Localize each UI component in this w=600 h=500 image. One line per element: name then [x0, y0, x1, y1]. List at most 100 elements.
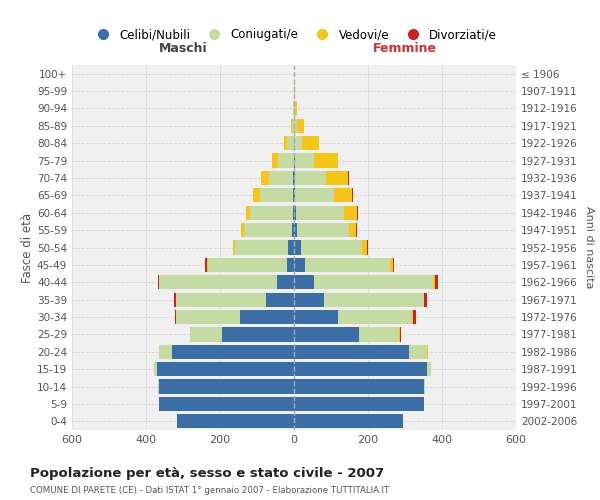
- Bar: [294, 206, 296, 220]
- Bar: [172, 344, 294, 359]
- Bar: [287, 136, 294, 150]
- Bar: [159, 397, 294, 411]
- Bar: [235, 240, 289, 254]
- Bar: [272, 154, 278, 168]
- Bar: [292, 223, 294, 237]
- Bar: [157, 362, 294, 376]
- Bar: [289, 240, 294, 254]
- Bar: [269, 171, 293, 185]
- Bar: [294, 258, 305, 272]
- Bar: [287, 258, 294, 272]
- Bar: [294, 310, 338, 324]
- Bar: [294, 118, 297, 133]
- Bar: [294, 328, 359, 342]
- Bar: [296, 206, 344, 220]
- Bar: [295, 102, 297, 116]
- Bar: [323, 292, 424, 307]
- Bar: [174, 292, 176, 307]
- Bar: [314, 154, 338, 168]
- Bar: [400, 328, 401, 342]
- Bar: [294, 223, 297, 237]
- Bar: [261, 171, 269, 185]
- Bar: [277, 275, 294, 289]
- Bar: [314, 275, 433, 289]
- Bar: [338, 310, 412, 324]
- Bar: [250, 206, 293, 220]
- Bar: [326, 171, 349, 185]
- Bar: [301, 240, 362, 254]
- Bar: [293, 171, 294, 185]
- Bar: [154, 362, 157, 376]
- Legend: Celibi/Nubili, Coniugati/e, Vedovi/e, Divorziati/e: Celibi/Nubili, Coniugati/e, Vedovi/e, Di…: [86, 24, 502, 46]
- Bar: [294, 397, 424, 411]
- Bar: [233, 240, 235, 254]
- Bar: [294, 188, 295, 202]
- Bar: [158, 380, 159, 394]
- Bar: [424, 380, 425, 394]
- Bar: [278, 154, 294, 168]
- Bar: [294, 240, 301, 254]
- Bar: [297, 118, 304, 133]
- Bar: [294, 171, 295, 185]
- Bar: [260, 188, 293, 202]
- Bar: [266, 292, 294, 307]
- Bar: [253, 188, 260, 202]
- Bar: [208, 258, 287, 272]
- Bar: [305, 258, 390, 272]
- Bar: [427, 362, 431, 376]
- Bar: [159, 275, 277, 289]
- Text: Popolazione per età, sesso e stato civile - 2007: Popolazione per età, sesso e stato civil…: [30, 468, 384, 480]
- Bar: [241, 310, 294, 324]
- Bar: [293, 206, 294, 220]
- Bar: [433, 275, 434, 289]
- Bar: [294, 414, 403, 428]
- Bar: [159, 380, 294, 394]
- Bar: [357, 206, 358, 220]
- Bar: [413, 310, 416, 324]
- Bar: [294, 154, 295, 168]
- Bar: [207, 258, 208, 272]
- Bar: [222, 328, 294, 342]
- Bar: [294, 136, 302, 150]
- Text: Femmine: Femmine: [373, 42, 437, 54]
- Text: COMUNE DI PARETE (CE) - Dati ISTAT 1° gennaio 2007 - Elaborazione TUTTITALIA.IT: COMUNE DI PARETE (CE) - Dati ISTAT 1° ge…: [30, 486, 389, 495]
- Bar: [362, 240, 367, 254]
- Bar: [292, 118, 294, 133]
- Y-axis label: Anni di nascita: Anni di nascita: [584, 206, 594, 289]
- Bar: [294, 102, 295, 116]
- Bar: [294, 380, 424, 394]
- Bar: [241, 223, 244, 237]
- Bar: [176, 292, 266, 307]
- Bar: [409, 344, 427, 359]
- Bar: [205, 258, 207, 272]
- Bar: [175, 310, 176, 324]
- Bar: [434, 275, 437, 289]
- Bar: [412, 310, 413, 324]
- Bar: [190, 328, 222, 342]
- Bar: [295, 154, 314, 168]
- Bar: [176, 310, 241, 324]
- Bar: [334, 188, 352, 202]
- Bar: [393, 258, 394, 272]
- Bar: [293, 102, 294, 116]
- Bar: [294, 275, 314, 289]
- Bar: [284, 136, 287, 150]
- Bar: [294, 362, 427, 376]
- Text: Maschi: Maschi: [158, 42, 208, 54]
- Bar: [424, 292, 427, 307]
- Y-axis label: Fasce di età: Fasce di età: [21, 212, 34, 282]
- Bar: [245, 206, 250, 220]
- Bar: [302, 136, 319, 150]
- Bar: [359, 328, 400, 342]
- Bar: [297, 223, 349, 237]
- Bar: [295, 171, 326, 185]
- Bar: [352, 188, 353, 202]
- Bar: [349, 223, 356, 237]
- Bar: [178, 414, 294, 428]
- Bar: [390, 258, 393, 272]
- Bar: [293, 188, 294, 202]
- Bar: [367, 240, 368, 254]
- Bar: [294, 344, 409, 359]
- Bar: [344, 206, 357, 220]
- Bar: [294, 292, 323, 307]
